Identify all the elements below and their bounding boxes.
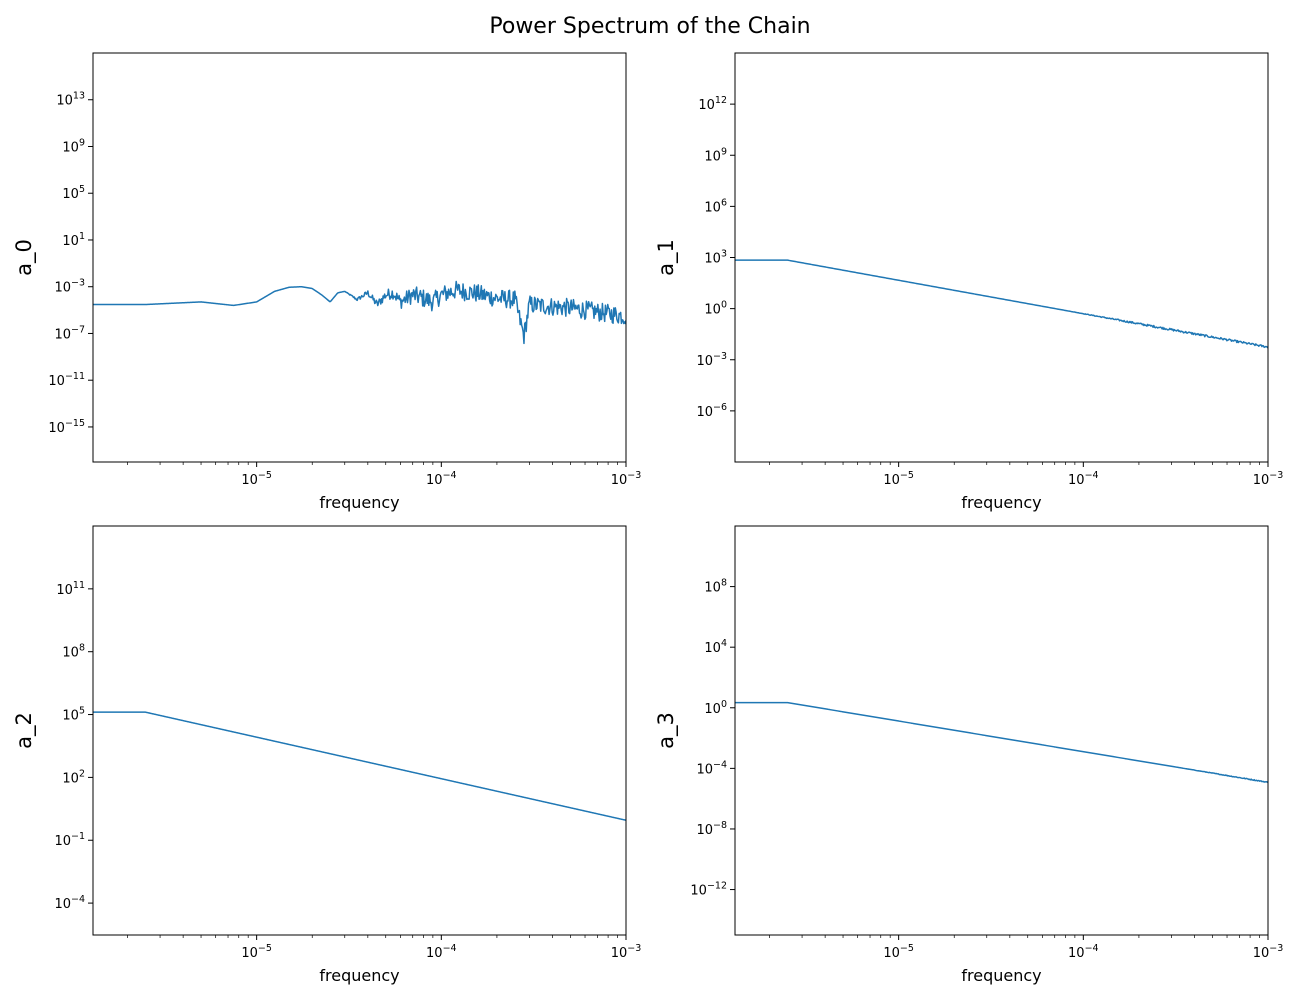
y-tick-label: 10−11 [48,371,85,389]
plot-frame [734,52,1269,463]
subplot-3: 10−5 10−4 10−3 10−12 10−8 10−4 100 104 108 freque… [654,525,1284,985]
y-tick-label: 10−4 [696,759,727,777]
y-tick-label: 109 [62,137,85,155]
x-tick-label: 10−4 [1068,943,1099,961]
x-tick-label: 10−5 [883,470,914,488]
y-tick-label: 1013 [56,91,85,109]
y-tick-label: 103 [704,249,727,267]
figure-title: Power Spectrum of the Chain [489,14,811,39]
plot-frame [92,525,627,936]
y-tick-label: 10−4 [54,894,85,912]
y-tick-label: 10−3 [54,278,85,296]
series-line-a_3 [735,701,1268,784]
x-axis-label: frequency [319,966,399,985]
x-tick-label: 10−5 [883,943,914,961]
y-tick-label: 109 [704,146,727,164]
y-tick-label: 100 [704,699,727,717]
y-axis-label: a_0 [12,239,37,276]
y-tick-label: 102 [62,768,85,786]
y-tick-label: 1012 [698,95,727,113]
series-line-a_2 [93,711,626,821]
series-line-a_1 [735,259,1268,349]
x-axis-label: frequency [961,493,1041,512]
y-tick-label: 108 [704,578,727,596]
y-axis-label: a_2 [12,712,37,749]
subplot-1: 10−5 10−4 10−3 10−6 10−3 100 103 106 109 1012 freq… [654,52,1284,512]
x-tick-label: 10−5 [241,943,272,961]
y-tick-label: 10−6 [696,402,727,420]
x-tick-label: 10−4 [426,943,457,961]
plot-frame [92,52,627,463]
y-tick-label: 10−8 [696,820,727,838]
series-line-a_0 [93,280,626,345]
y-tick-label: 100 [704,300,727,318]
x-axis-label: frequency [319,493,399,512]
y-tick-label: 105 [62,184,85,202]
y-tick-label: 10−1 [54,831,85,849]
y-tick-label: 10−15 [48,418,85,436]
y-axis-label: a_3 [654,712,679,749]
subplot-0: 10−5 10−4 10−3 10−15 10−11 10−7 10−3 101 105 109 1… [12,52,642,512]
x-tick-label: 10−5 [241,470,272,488]
x-tick-label: 10−3 [1253,470,1284,488]
y-tick-label: 10−7 [54,324,85,342]
y-axis-label: a_1 [654,239,679,276]
x-tick-label: 10−3 [1253,943,1284,961]
x-tick-label: 10−4 [426,470,457,488]
x-axis-label: frequency [961,966,1041,985]
y-tick-label: 1011 [56,580,85,598]
y-tick-label: 108 [62,643,85,661]
plot-frame [734,525,1269,936]
y-tick-label: 104 [704,638,727,656]
y-tick-label: 10−3 [696,351,727,369]
subplot-2: 10−5 10−4 10−3 10−4 10−1 102 105 108 1011 frequen… [12,525,642,985]
x-tick-label: 10−4 [1068,470,1099,488]
y-tick-label: 106 [704,197,727,215]
x-tick-label: 10−3 [611,470,642,488]
y-tick-label: 105 [62,706,85,724]
y-tick-label: 10−12 [690,881,727,899]
x-tick-label: 10−3 [611,943,642,961]
y-tick-label: 101 [62,231,85,249]
